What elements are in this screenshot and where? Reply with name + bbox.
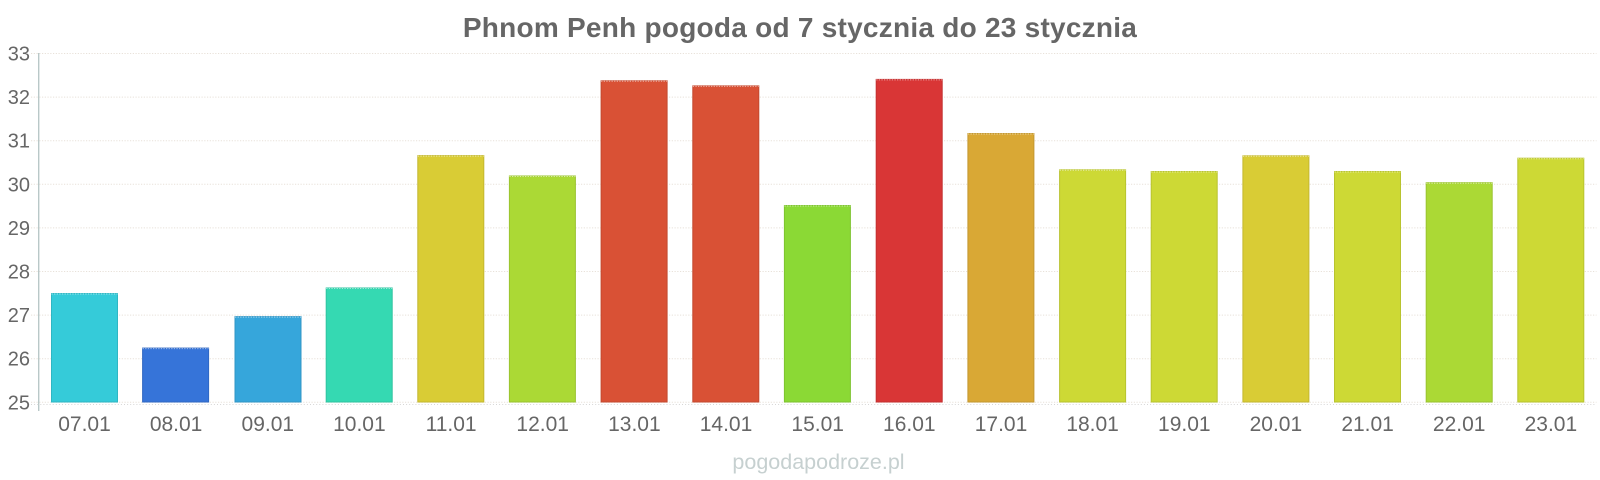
svg-text:20.01: 20.01 (1250, 413, 1303, 436)
svg-text:23.01: 23.01 (1525, 413, 1578, 436)
svg-text:27: 27 (8, 305, 30, 327)
svg-text:19.01: 19.01 (1158, 413, 1211, 436)
svg-text:30: 30 (8, 174, 30, 196)
svg-text:17.01: 17.01 (975, 413, 1028, 436)
svg-text:13.01: 13.01 (608, 413, 661, 436)
svg-text:Phnom Penh pogoda od 7 styczni: Phnom Penh pogoda od 7 stycznia do 23 st… (463, 12, 1137, 43)
svg-text:22.01: 22.01 (1433, 413, 1486, 436)
svg-text:14.01: 14.01 (700, 413, 753, 436)
svg-text:08.01: 08.01 (150, 413, 203, 436)
svg-text:11.01: 11.01 (426, 413, 477, 436)
svg-text:21.01: 21.01 (1341, 413, 1394, 436)
svg-text:07.01: 07.01 (58, 413, 111, 436)
svg-text:18.01: 18.01 (1066, 413, 1119, 436)
svg-text:15.01: 15.01 (791, 413, 844, 436)
svg-text:25: 25 (8, 392, 30, 414)
svg-text:26: 26 (8, 349, 30, 371)
svg-text:31: 31 (8, 131, 30, 153)
svg-text:10.01: 10.01 (333, 413, 386, 436)
svg-text:12.01: 12.01 (516, 413, 569, 436)
svg-text:16.01: 16.01 (883, 413, 936, 436)
svg-text:09.01: 09.01 (242, 413, 295, 436)
svg-text:28: 28 (8, 262, 30, 284)
svg-text:32: 32 (8, 87, 30, 109)
svg-text:pogodapodroze.pl: pogodapodroze.pl (732, 450, 904, 474)
svg-text:33: 33 (8, 44, 30, 66)
svg-text:29: 29 (8, 218, 30, 240)
